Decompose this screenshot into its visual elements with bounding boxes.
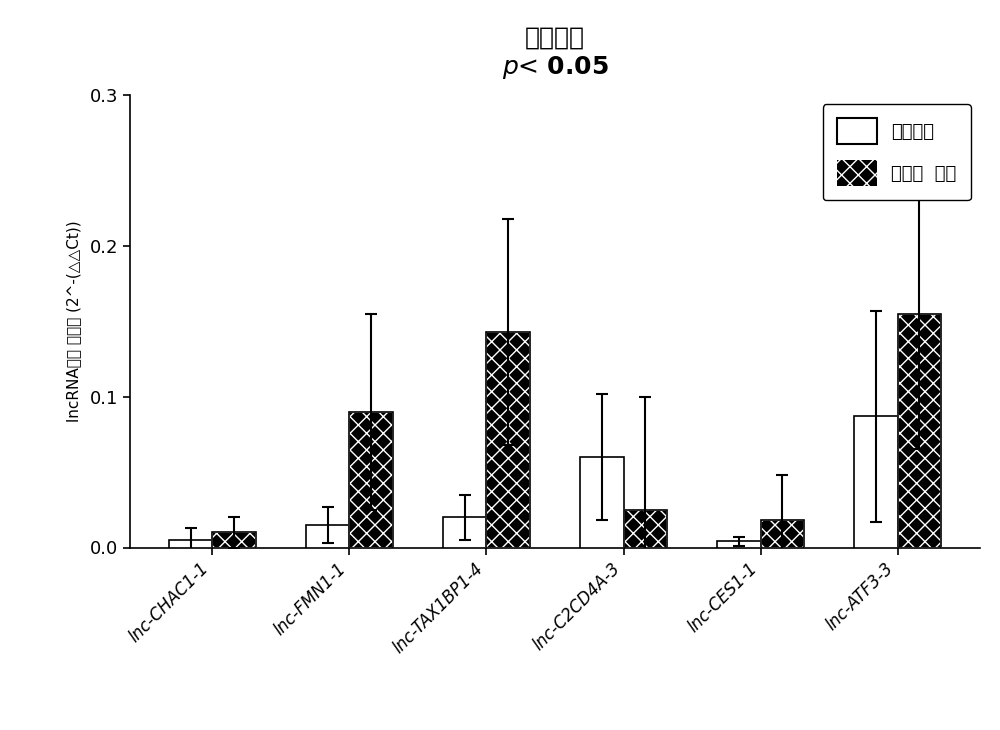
Bar (349, 412, 393, 548)
Bar (761, 520, 804, 548)
Bar (486, 331, 530, 548)
Bar (624, 510, 667, 548)
Bar (580, 457, 624, 548)
Bar (212, 532, 256, 548)
Bar (717, 542, 761, 548)
Title: 血蜕组织
$\mathbf{\mathit{p}}$< $\mathbf{0.05}$: 血蜕组织 $\mathbf{\mathit{p}}$< $\mathbf{0.0… (502, 26, 608, 81)
Bar (349, 412, 393, 548)
Bar (212, 532, 256, 548)
Bar (624, 510, 667, 548)
Bar (169, 540, 212, 548)
Bar (898, 314, 941, 548)
Bar (306, 525, 349, 548)
Legend: 正常对照, 复发性  流产: 正常对照, 复发性 流产 (823, 104, 971, 200)
Bar (854, 416, 898, 548)
Y-axis label: lncRNA相对 表达量 (2^-(△△Ct)): lncRNA相对 表达量 (2^-(△△Ct)) (66, 220, 81, 422)
Bar (443, 518, 486, 548)
Bar (761, 520, 804, 548)
Bar (486, 331, 530, 548)
Bar (898, 314, 941, 548)
